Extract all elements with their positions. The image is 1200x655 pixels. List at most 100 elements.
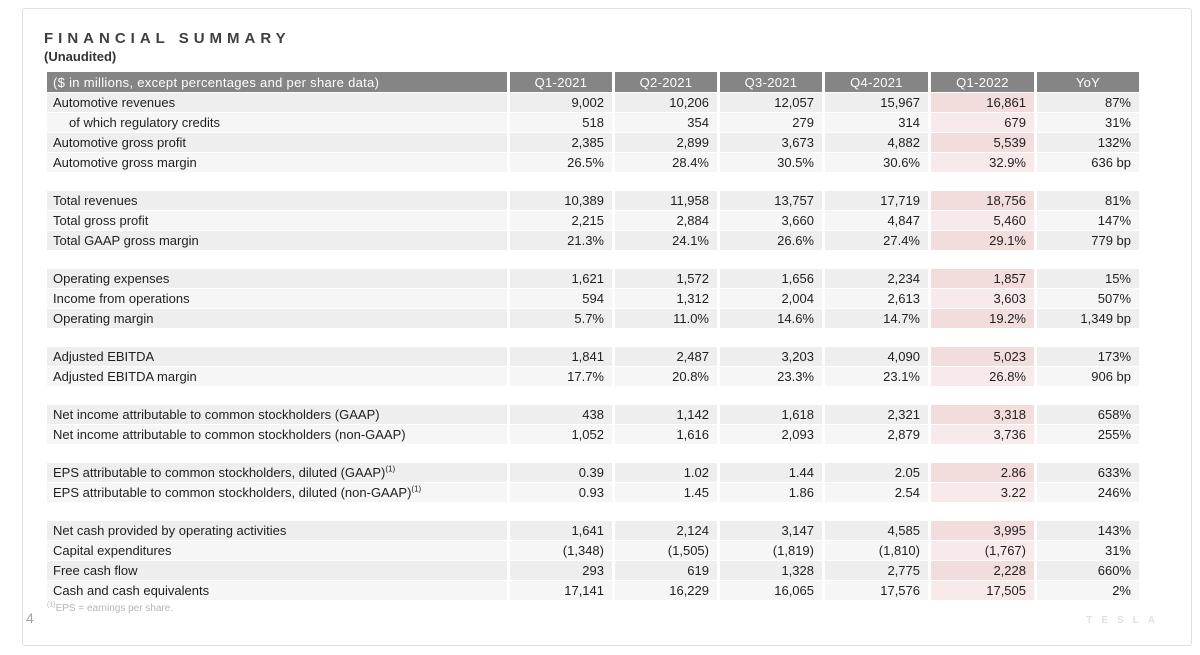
- table-row: EPS attributable to common stockholders,…: [47, 483, 1139, 502]
- value-cell: 15,967: [825, 93, 928, 112]
- value-cell: 2,613: [825, 289, 928, 308]
- row-label: of which regulatory credits: [47, 113, 507, 132]
- value-cell: 30.5%: [720, 153, 822, 172]
- table-body: Automotive revenues 9,002 10,206 12,057 15,9…: [47, 93, 1139, 600]
- row-label: Net income attributable to common stockh…: [47, 405, 507, 424]
- label-superscript: (1): [385, 464, 396, 474]
- row-label: Total GAAP gross margin: [47, 231, 507, 250]
- spacer-cell: [47, 251, 1139, 268]
- section-spacer: [47, 503, 1139, 520]
- table-row: EPS attributable to common stockholders,…: [47, 463, 1139, 482]
- table-row: Automotive gross profit 2,385 2,899 3,673 4,…: [47, 133, 1139, 152]
- row-label: Automotive revenues: [47, 93, 507, 112]
- row-label: Total revenues: [47, 191, 507, 210]
- financial-table: ($ in millions, except percentages and p…: [44, 71, 1142, 601]
- value-cell: 16,065: [720, 581, 822, 600]
- value-cell: (1,767): [931, 541, 1034, 560]
- value-cell: 16,229: [615, 581, 717, 600]
- table-row: Total gross profit 2,215 2,884 3,660 4,847 5,…: [47, 211, 1139, 230]
- value-cell: 1,641: [510, 521, 612, 540]
- value-cell: 1,656: [720, 269, 822, 288]
- spacer-cell: [47, 329, 1139, 346]
- value-cell: 594: [510, 289, 612, 308]
- section-spacer: [47, 329, 1139, 346]
- table-row: Total revenues 10,389 11,958 13,757 17,719 18…: [47, 191, 1139, 210]
- value-cell: 26.6%: [720, 231, 822, 250]
- value-cell: 132%: [1037, 133, 1139, 152]
- value-cell: 21.3%: [510, 231, 612, 250]
- table-row: Net income attributable to common stockh…: [47, 405, 1139, 424]
- column-header: YoY: [1037, 72, 1139, 92]
- row-label: Operating expenses: [47, 269, 507, 288]
- value-cell: 26.8%: [931, 367, 1034, 386]
- value-cell: 1,618: [720, 405, 822, 424]
- value-cell: 5,023: [931, 347, 1034, 366]
- section-spacer: [47, 173, 1139, 190]
- value-cell: 1,621: [510, 269, 612, 288]
- value-cell: 1.86: [720, 483, 822, 502]
- value-cell: 1.45: [615, 483, 717, 502]
- column-header: Q1-2021: [510, 72, 612, 92]
- footnote-text: EPS = earnings per share.: [55, 603, 174, 614]
- value-cell: 3,660: [720, 211, 822, 230]
- value-cell: 4,090: [825, 347, 928, 366]
- value-cell: 30.6%: [825, 153, 928, 172]
- row-label: Net income attributable to common stockh…: [47, 425, 507, 444]
- value-cell: 906 bp: [1037, 367, 1139, 386]
- value-cell: 2,321: [825, 405, 928, 424]
- value-cell: 11,958: [615, 191, 717, 210]
- value-cell: 279: [720, 113, 822, 132]
- value-cell: 87%: [1037, 93, 1139, 112]
- value-cell: 1,328: [720, 561, 822, 580]
- row-label: Automotive gross profit: [47, 133, 507, 152]
- value-cell: 1,052: [510, 425, 612, 444]
- section-spacer: [47, 387, 1139, 404]
- value-cell: 1,312: [615, 289, 717, 308]
- value-cell: 3,995: [931, 521, 1034, 540]
- value-cell: 5,460: [931, 211, 1034, 230]
- value-cell: 507%: [1037, 289, 1139, 308]
- row-label: Adjusted EBITDA: [47, 347, 507, 366]
- value-cell: 17.7%: [510, 367, 612, 386]
- value-cell: 14.6%: [720, 309, 822, 328]
- value-cell: 2,884: [615, 211, 717, 230]
- row-label: Adjusted EBITDA margin: [47, 367, 507, 386]
- table-row: Capital expenditures (1,348) (1,505) (1,819…: [47, 541, 1139, 560]
- value-cell: 5,539: [931, 133, 1034, 152]
- value-cell: 2.05: [825, 463, 928, 482]
- table-row: Operating margin 5.7% 11.0% 14.6% 14.7% 19.2%…: [47, 309, 1139, 328]
- value-cell: 143%: [1037, 521, 1139, 540]
- value-cell: 2,879: [825, 425, 928, 444]
- page-number: 4: [26, 610, 34, 626]
- value-cell: 438: [510, 405, 612, 424]
- value-cell: 2,215: [510, 211, 612, 230]
- value-cell: 0.39: [510, 463, 612, 482]
- section-spacer: [47, 445, 1139, 462]
- value-cell: 2,775: [825, 561, 928, 580]
- value-cell: 17,505: [931, 581, 1034, 600]
- value-cell: 636 bp: [1037, 153, 1139, 172]
- value-cell: 11.0%: [615, 309, 717, 328]
- footnote: (1)EPS = earnings per share.: [47, 602, 1144, 614]
- value-cell: 1,841: [510, 347, 612, 366]
- value-cell: 1,572: [615, 269, 717, 288]
- value-cell: 658%: [1037, 405, 1139, 424]
- value-cell: 29.1%: [931, 231, 1034, 250]
- value-cell: (1,505): [615, 541, 717, 560]
- value-cell: 81%: [1037, 191, 1139, 210]
- table-row: Operating expenses 1,621 1,572 1,656 2,234 1,…: [47, 269, 1139, 288]
- value-cell: 19.2%: [931, 309, 1034, 328]
- column-header: Q2-2021: [615, 72, 717, 92]
- table-row: Automotive revenues 9,002 10,206 12,057 15,9…: [47, 93, 1139, 112]
- section-spacer: [47, 251, 1139, 268]
- row-label: Total gross profit: [47, 211, 507, 230]
- value-cell: 2,487: [615, 347, 717, 366]
- value-cell: 17,719: [825, 191, 928, 210]
- spacer-cell: [47, 503, 1139, 520]
- value-cell: 147%: [1037, 211, 1139, 230]
- value-cell: 679: [931, 113, 1034, 132]
- value-cell: 1,349 bp: [1037, 309, 1139, 328]
- value-cell: 28.4%: [615, 153, 717, 172]
- value-cell: 3,203: [720, 347, 822, 366]
- value-cell: 2.54: [825, 483, 928, 502]
